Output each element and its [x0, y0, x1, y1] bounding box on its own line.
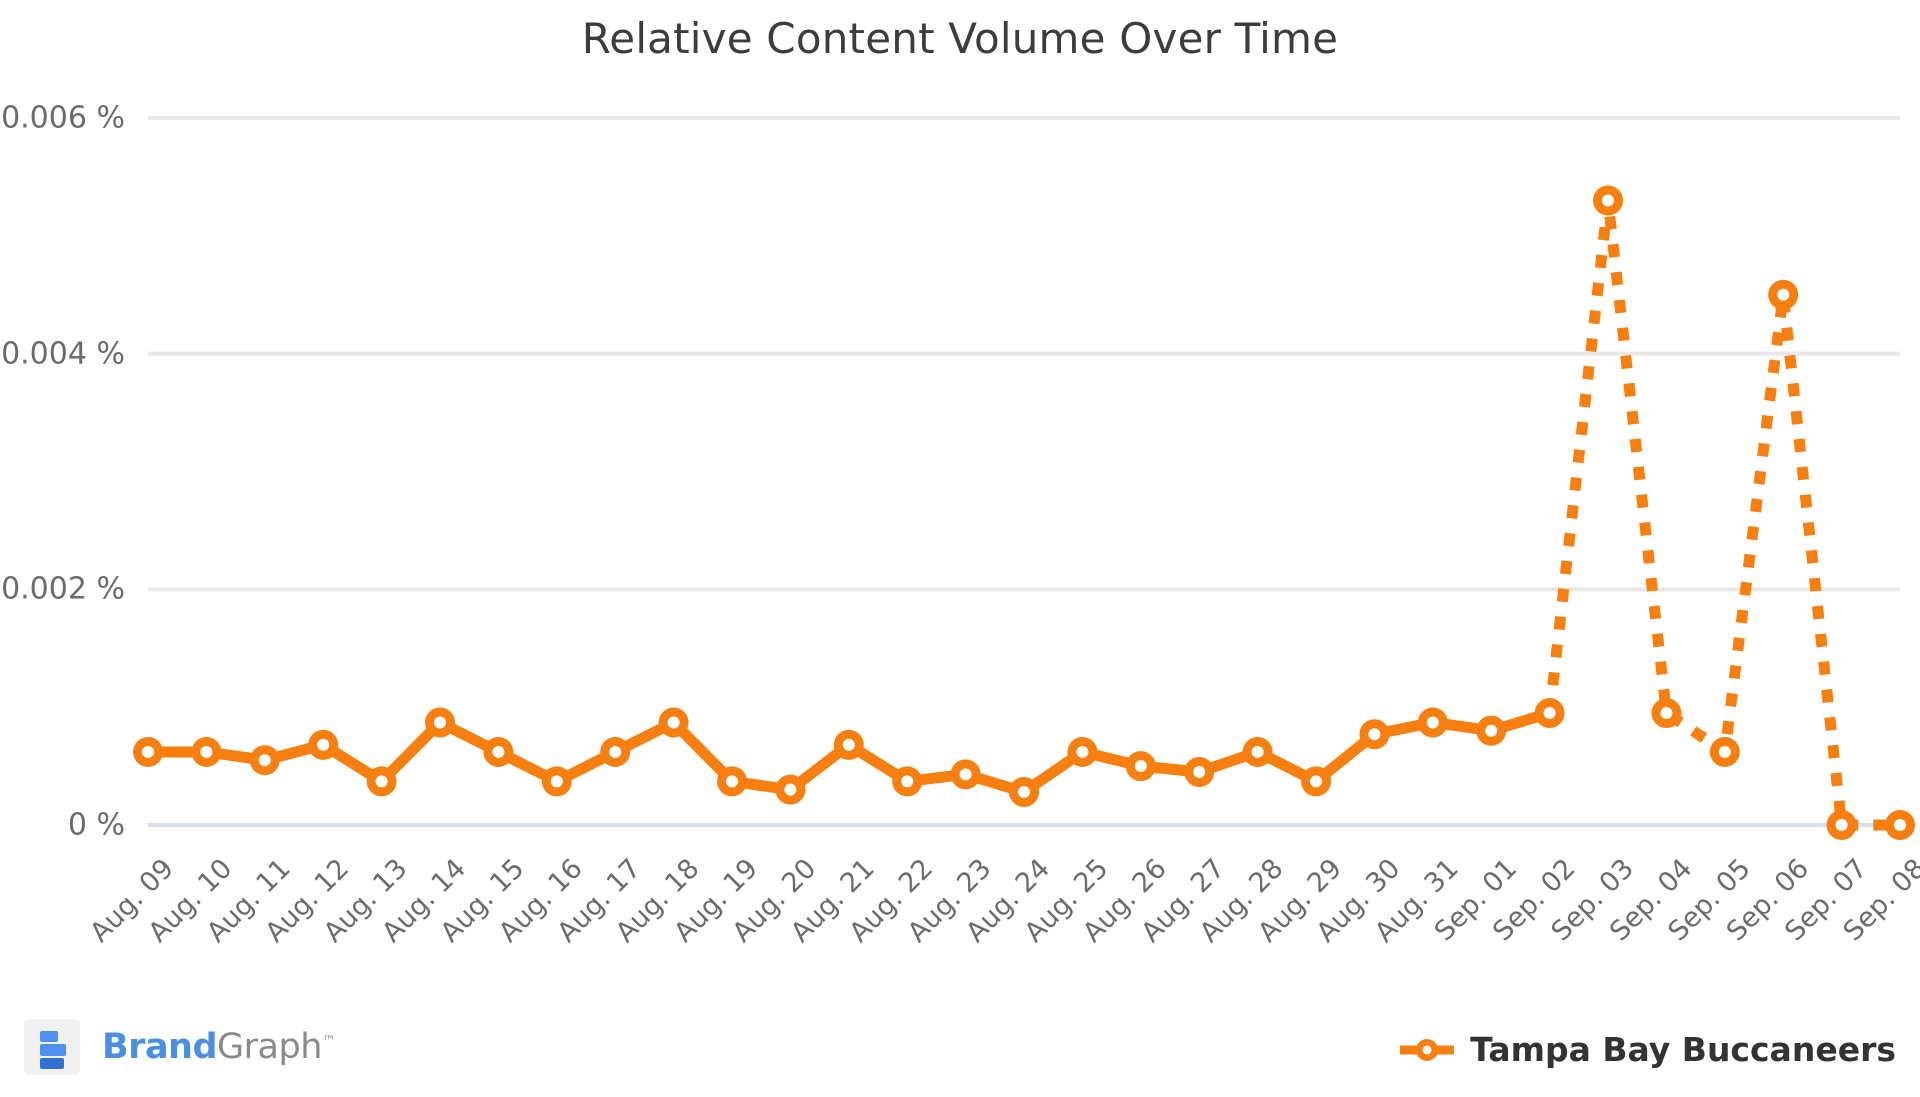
data-point-marker-center	[1835, 819, 1848, 831]
data-point-marker-center	[1368, 728, 1381, 741]
data-point-marker-center	[317, 738, 330, 751]
data-point-marker-center	[1543, 707, 1556, 720]
chart-legend: Tampa Bay Buccaneers	[1398, 1030, 1896, 1069]
data-point-marker-center	[1602, 194, 1614, 207]
data-point-marker-center	[200, 745, 213, 758]
legend-item-label: Tampa Bay Buccaneers	[1470, 1030, 1896, 1069]
data-point-marker-center	[375, 775, 388, 788]
brandgraph-logo: BrandGraph™	[24, 1019, 336, 1075]
data-point-marker-center	[726, 775, 738, 788]
data-point-marker-center	[667, 716, 680, 729]
brand-name-secondary: Graph	[217, 1027, 322, 1067]
data-point-marker-center	[1134, 760, 1147, 773]
data-point-marker-center	[901, 775, 914, 788]
data-point-marker-center	[959, 768, 972, 781]
data-point-marker-center	[1485, 724, 1498, 737]
data-point-marker-center	[1251, 745, 1264, 758]
data-point-marker-center	[784, 783, 797, 796]
data-point-marker-center	[1718, 745, 1731, 758]
chart-title: Relative Content Volume Over Time	[581, 14, 1339, 63]
brand-name-primary: Brand	[102, 1027, 218, 1067]
data-point-marker-center	[1310, 775, 1322, 788]
data-point-marker-center	[492, 745, 505, 758]
y-axis-tick-label: 0 %	[67, 807, 125, 843]
data-point-marker-center	[609, 745, 622, 758]
trademark-symbol: ™	[321, 1033, 336, 1050]
data-point-marker-center	[1018, 786, 1030, 799]
series-line-projected	[1544, 199, 1900, 831]
data-point-marker-center	[1426, 716, 1439, 729]
data-point-marker-center	[1193, 765, 1206, 778]
data-point-marker-center	[1660, 707, 1673, 720]
data-point-marker-center	[842, 738, 855, 751]
data-point-marker-center	[550, 775, 563, 788]
brand-wordmark: BrandGraph™	[102, 1027, 336, 1067]
y-axis-tick-label: 0.004 %	[1, 336, 125, 372]
bar-chart-icon	[24, 1019, 80, 1075]
data-point-marker-center	[142, 745, 154, 758]
y-axis-tick-label: 0.002 %	[1, 571, 125, 607]
legend-marker-icon	[1398, 1035, 1456, 1065]
y-axis-tick-label: 0.006 %	[1, 100, 125, 136]
data-point-marker-center	[434, 716, 446, 729]
data-point-marker-center	[1076, 745, 1089, 758]
data-point-marker-center	[258, 754, 271, 767]
data-point-marker-center	[1894, 819, 1906, 831]
data-point-marker-center	[1777, 288, 1790, 301]
